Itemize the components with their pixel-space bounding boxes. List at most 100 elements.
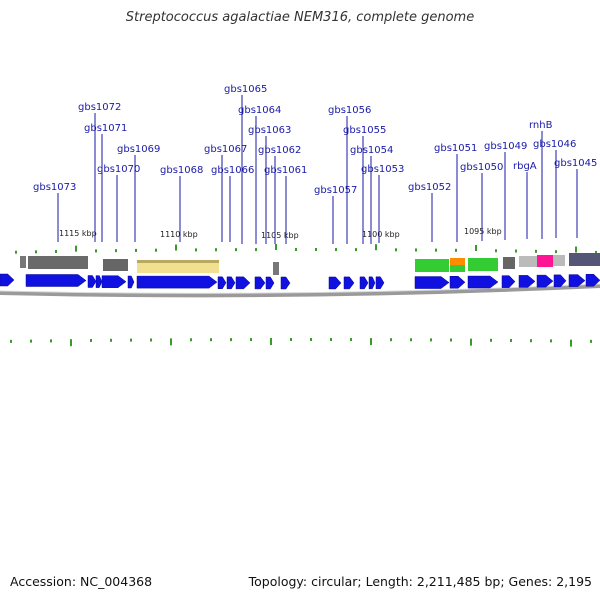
tick-mark <box>555 250 557 254</box>
gene-label[interactable]: gbs1051 <box>434 143 477 154</box>
feature-bar[interactable] <box>450 258 465 265</box>
tick-mark <box>230 338 232 342</box>
cds-arrow[interactable] <box>359 276 369 290</box>
tick-mark <box>135 248 137 252</box>
tick-mark <box>395 248 397 252</box>
gene-label[interactable]: gbs1049 <box>484 141 527 152</box>
kbp-label: 1100 kbp <box>362 230 400 239</box>
gene-label[interactable]: gbs1064 <box>238 105 281 116</box>
cds-arrow[interactable] <box>343 276 355 290</box>
feature-bar[interactable] <box>20 256 26 268</box>
gene-label[interactable]: gbs1072 <box>78 102 121 113</box>
gene-label[interactable]: gbs1061 <box>264 165 307 176</box>
cds-arrow[interactable] <box>280 276 291 290</box>
gene-label[interactable]: gbs1045 <box>554 158 597 169</box>
gene-label[interactable]: rbgA <box>513 161 537 172</box>
tick-mark <box>250 338 252 342</box>
feature-bar[interactable] <box>137 260 219 263</box>
gene-label[interactable]: rnhB <box>529 120 553 131</box>
kbp-label: 1115 kbp <box>59 229 97 238</box>
gene-label[interactable]: gbs1063 <box>248 125 291 136</box>
feature-bar[interactable] <box>273 262 279 275</box>
gene-label[interactable]: gbs1056 <box>328 105 371 116</box>
tick-mark <box>295 248 297 252</box>
cds-arrow[interactable] <box>101 275 127 288</box>
tick-mark <box>50 339 52 343</box>
gene-label[interactable]: gbs1066 <box>211 165 254 176</box>
feature-bar[interactable] <box>468 258 498 271</box>
gene-label[interactable]: gbs1070 <box>97 164 140 175</box>
gene-label[interactable]: gbs1055 <box>343 125 386 136</box>
feature-bar[interactable] <box>103 259 128 271</box>
tick-mark <box>515 249 517 253</box>
cds-arrow[interactable] <box>585 274 600 287</box>
tick-mark <box>30 339 32 343</box>
gene-label[interactable]: gbs1069 <box>117 144 160 155</box>
tick-mark <box>310 338 312 342</box>
tick-mark <box>410 338 412 342</box>
feature-bar[interactable] <box>537 255 553 267</box>
cds-arrow[interactable] <box>368 276 376 290</box>
cds-arrow[interactable] <box>25 274 87 287</box>
cds-arrow[interactable] <box>501 275 516 288</box>
feature-bar[interactable] <box>450 265 465 272</box>
gene-label[interactable]: gbs1057 <box>314 185 357 196</box>
gene-label[interactable]: gbs1054 <box>350 145 393 156</box>
cds-arrow[interactable] <box>87 275 97 288</box>
cds-arrow[interactable] <box>95 275 103 288</box>
cds-arrow[interactable] <box>518 275 536 288</box>
tick-mark <box>375 244 377 251</box>
tick-mark <box>550 339 552 343</box>
gene-label[interactable]: gbs1050 <box>460 162 503 173</box>
cds-arrow[interactable] <box>467 275 499 289</box>
gene-label[interactable]: gbs1046 <box>533 139 576 150</box>
tick-mark <box>75 245 77 252</box>
cds-arrow[interactable] <box>536 274 554 288</box>
cds-arrow[interactable] <box>265 276 275 290</box>
gene-label[interactable]: gbs1068 <box>160 165 203 176</box>
cds-arrow[interactable] <box>226 276 236 290</box>
feature-bar[interactable] <box>415 259 449 272</box>
cds-arrow[interactable] <box>0 273 15 287</box>
tick-mark <box>390 338 392 342</box>
cds-arrow[interactable] <box>414 276 450 289</box>
gene-label[interactable]: gbs1052 <box>408 182 451 193</box>
tick-mark <box>255 248 257 252</box>
feature-bar[interactable] <box>503 257 515 269</box>
cds-arrow[interactable] <box>328 276 342 290</box>
cds-arrow[interactable] <box>568 274 586 287</box>
tick-mark <box>455 248 457 252</box>
tick-mark <box>195 248 197 252</box>
map-title: Streptococcus agalactiae NEM316, complet… <box>125 10 475 25</box>
cds-arrow[interactable] <box>449 276 466 289</box>
tick-mark <box>350 338 352 342</box>
cds-arrow[interactable] <box>136 275 218 289</box>
cds-arrow[interactable] <box>235 276 251 290</box>
tick-mark <box>570 339 572 347</box>
gene-label[interactable]: gbs1071 <box>84 123 127 134</box>
feature-bar[interactable] <box>519 256 537 267</box>
gene-label[interactable]: gbs1073 <box>33 182 76 193</box>
cds-arrow[interactable] <box>127 275 135 289</box>
gene-label[interactable]: gbs1062 <box>258 145 301 156</box>
feature-bar[interactable] <box>28 256 88 269</box>
tick-mark <box>275 244 277 251</box>
gene-label[interactable]: gbs1065 <box>224 84 267 95</box>
feature-bar[interactable] <box>137 260 219 273</box>
cds-arrow[interactable] <box>254 276 266 290</box>
gene-label[interactable]: gbs1053 <box>361 164 404 175</box>
tick-mark <box>335 248 337 252</box>
tick-mark <box>130 338 132 342</box>
feature-bar[interactable] <box>569 253 600 266</box>
feature-bars <box>20 253 600 275</box>
cds-arrow[interactable] <box>553 274 567 288</box>
cds-arrow[interactable] <box>375 276 385 290</box>
tick-mark <box>95 249 97 253</box>
cds-arrow[interactable] <box>217 276 227 290</box>
gene-label[interactable]: gbs1067 <box>204 144 247 155</box>
feature-bar[interactable] <box>553 255 565 266</box>
tick-mark <box>150 338 152 342</box>
tick-mark <box>415 248 417 252</box>
tick-mark <box>210 338 212 342</box>
